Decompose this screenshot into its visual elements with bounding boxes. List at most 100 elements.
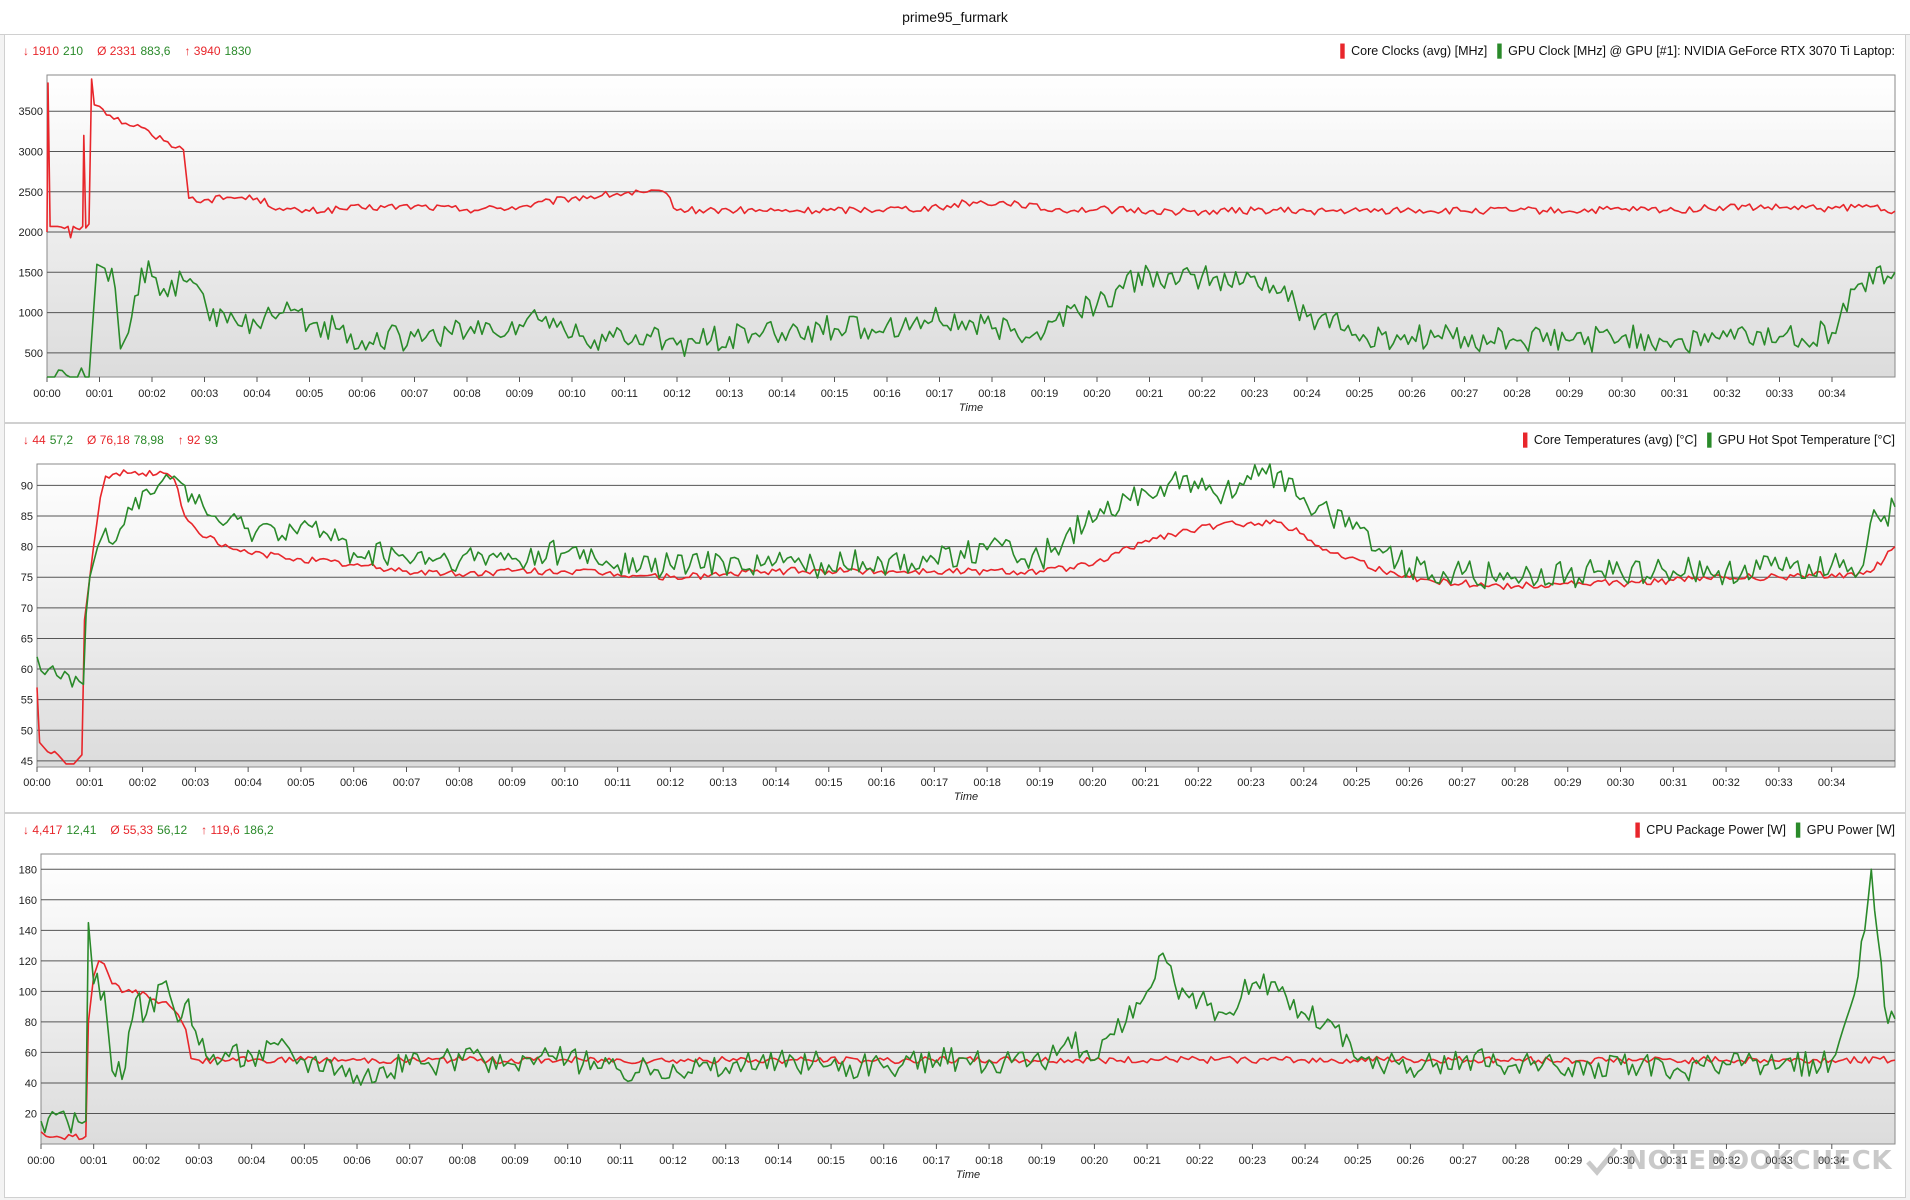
- x-tick-label: 00:22: [1184, 777, 1212, 789]
- plot-area: [46, 74, 1896, 378]
- x-tick-label: 00:33: [1765, 777, 1793, 789]
- plot-area: [40, 853, 1896, 1145]
- x-tick-label: 00:17: [926, 388, 954, 400]
- x-tick-label: 00:22: [1188, 388, 1216, 400]
- x-tick-label: 00:14: [762, 777, 790, 789]
- legend: ▌ CPU Package Power [W] ▌ GPU Power [W]: [1635, 822, 1895, 838]
- chart-svg: 20 40 60 80 100 120 140 160 180 00:00 00:01 00:02 00…: [19, 822, 1896, 1181]
- x-tick-label: 00:03: [191, 388, 219, 400]
- x-tick-label: 00:29: [1556, 388, 1584, 400]
- x-tick-label: 00:13: [709, 777, 737, 789]
- x-tick-label: 00:21: [1133, 1155, 1161, 1167]
- y-tick-label: 40: [25, 1078, 37, 1090]
- legend: ▌ Core Temperatures (avg) [°C] ▌ GPU Hot Sp…: [1523, 432, 1895, 448]
- x-tick-label: 00:08: [453, 388, 481, 400]
- x-tick-label: 00:05: [291, 1155, 319, 1167]
- x-tick-label: 00:27: [1451, 388, 1479, 400]
- x-tick-label: 00:03: [182, 777, 210, 789]
- x-tick-label: 00:11: [604, 777, 631, 789]
- x-tick-label: 00:09: [501, 1155, 529, 1167]
- x-tick-label: 00:13: [712, 1155, 740, 1167]
- x-tick-label: 00:23: [1237, 777, 1265, 789]
- x-tick-label: 00:34: [1818, 388, 1846, 400]
- x-tick-label: 00:14: [765, 1155, 793, 1167]
- x-tick-label: 00:06: [348, 388, 376, 400]
- x-tick-label: 00:00: [23, 777, 51, 789]
- chart-panel-power: 20 40 60 80 100 120 140 160 180 00:00 00:01 00:02 00…: [4, 813, 1906, 1198]
- x-tick-label: 00:28: [1501, 777, 1529, 789]
- x-tick-label: 00:10: [551, 777, 579, 789]
- x-tick-label: 00:25: [1343, 777, 1371, 789]
- series-line-green: [36, 463, 1896, 688]
- x-tick-label: 00:18: [978, 388, 1006, 400]
- chart-svg: 45 50 55 60 65 70 75 80 85 90 00:00 00:01 00:02 00:03…: [21, 432, 1896, 803]
- x-tick-label: 00:31: [1661, 388, 1689, 400]
- x-tick-label: 00:08: [449, 1155, 477, 1167]
- x-tick-label: 00:19: [1031, 388, 1059, 400]
- x-tick-label: 00:32: [1713, 388, 1741, 400]
- y-tick-label: 80: [25, 1017, 37, 1029]
- y-tick-label: 50: [21, 725, 33, 737]
- y-tick-label: 80: [21, 542, 33, 554]
- x-tick-label: 00:06: [340, 777, 368, 789]
- y-tick-label: 60: [21, 664, 33, 676]
- x-tick-label: 00:21: [1132, 777, 1160, 789]
- legend: ▌ Core Clocks (avg) [MHz] ▌ GPU Clock [MHz]…: [1340, 43, 1895, 59]
- x-tick-label: 00:25: [1346, 388, 1374, 400]
- x-tick-label: 00:09: [506, 388, 534, 400]
- x-tick-label: 00:22: [1186, 1155, 1214, 1167]
- y-tick-label: 85: [21, 511, 33, 523]
- x-tick-label: 00:01: [80, 1155, 108, 1167]
- x-tick-label: 00:19: [1028, 1155, 1056, 1167]
- y-tick-label: 75: [21, 572, 33, 584]
- x-tick-label: 00:20: [1079, 777, 1107, 789]
- x-tick-label: 00:21: [1136, 388, 1164, 400]
- x-tick-label: 00:17: [923, 1155, 951, 1167]
- x-tick-label: 00:05: [287, 777, 315, 789]
- x-tick-label: 00:01: [76, 777, 104, 789]
- x-tick-label: 00:15: [817, 1155, 845, 1167]
- y-tick-label: 100: [19, 986, 37, 998]
- x-tick-label: 00:02: [129, 777, 157, 789]
- y-tick-label: 65: [21, 633, 33, 645]
- x-tick-label: 00:12: [657, 777, 685, 789]
- x-tick-label: 00:33: [1765, 1155, 1793, 1167]
- x-tick-label: 00:06: [343, 1155, 371, 1167]
- x-tick-label: 00:30: [1607, 777, 1635, 789]
- x-tick-label: 00:10: [554, 1155, 582, 1167]
- x-tick-label: 00:29: [1555, 1155, 1583, 1167]
- stats-readout: ↓ 44 57,2 Ø 76,18 78,98 ↑ 92 93: [23, 433, 218, 447]
- x-tick-label: 00:27: [1449, 1155, 1477, 1167]
- y-tick-label: 2000: [19, 227, 43, 239]
- x-tick-label: 00:24: [1293, 388, 1321, 400]
- x-tick-label: 00:24: [1291, 1155, 1319, 1167]
- x-tick-label: 00:14: [768, 388, 796, 400]
- x-tick-label: 00:05: [296, 388, 324, 400]
- x-tick-label: 00:07: [401, 388, 429, 400]
- x-tick-label: 00:30: [1608, 388, 1636, 400]
- y-tick-label: 180: [19, 864, 37, 876]
- y-tick-label: 90: [21, 480, 33, 492]
- plot-area: [36, 463, 1896, 768]
- x-tick-label: 00:00: [27, 1155, 55, 1167]
- series-line-green: [40, 868, 1896, 1134]
- chart-panel-clocks: 500 1000 1500 2000 2500 3000 3500 00:00 00:01 00:…: [4, 34, 1906, 423]
- x-tick-label: 00:20: [1081, 1155, 1109, 1167]
- x-tick-label: 00:04: [234, 777, 262, 789]
- chart-panel-temperatures: 45 50 55 60 65 70 75 80 85 90 00:00 00:01 00:02 00:03…: [4, 423, 1906, 813]
- x-tick-label: 00:12: [659, 1155, 687, 1167]
- x-tick-label: 00:26: [1396, 777, 1424, 789]
- y-tick-label: 1500: [19, 267, 43, 279]
- x-tick-label: 00:02: [133, 1155, 161, 1167]
- x-tick-label: 00:34: [1818, 777, 1846, 789]
- x-tick-label: 00:07: [396, 1155, 424, 1167]
- x-tick-label: 00:32: [1713, 1155, 1741, 1167]
- x-tick-label: 00:00: [33, 388, 61, 400]
- y-tick-label: 120: [19, 956, 37, 968]
- x-axis-label: Time: [956, 1169, 980, 1181]
- y-tick-label: 45: [21, 756, 33, 768]
- x-tick-label: 00:29: [1554, 777, 1582, 789]
- x-tick-label: 00:26: [1397, 1155, 1425, 1167]
- x-tick-label: 00:11: [611, 388, 638, 400]
